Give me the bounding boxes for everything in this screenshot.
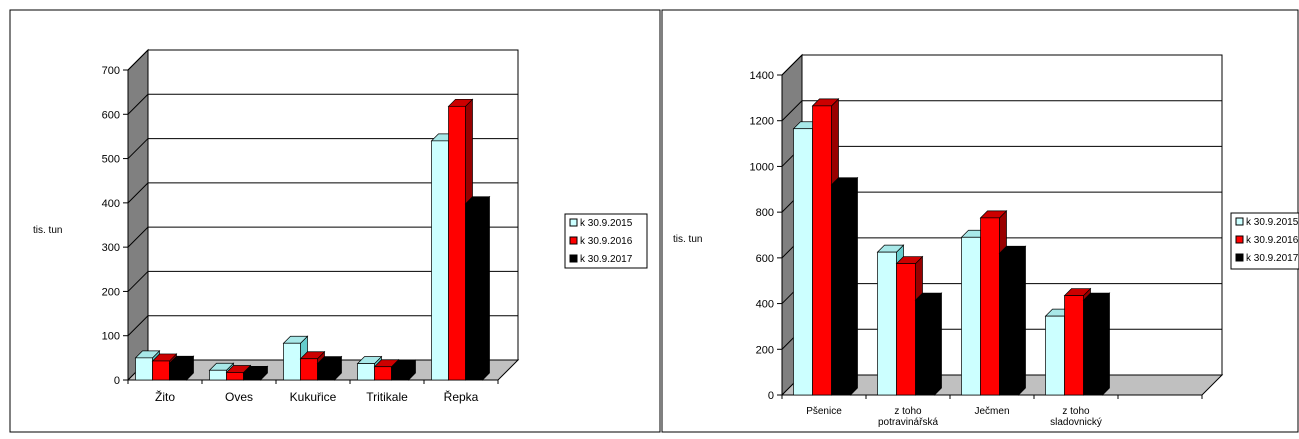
bar (357, 363, 375, 381)
y-axis-label: tis. tun (33, 225, 62, 236)
bar-side (934, 292, 942, 396)
chart-left: 0 100 200 300 400 500 600 700 tis. tun Žito Oves Ku… (9, 9, 661, 433)
bar (1045, 315, 1065, 396)
y-tick-label: 500 (102, 154, 120, 166)
gridline-side (127, 93, 149, 115)
bar (169, 362, 187, 381)
x-tick-label: Oves (225, 390, 253, 404)
y-tick-label: 400 (102, 198, 120, 210)
y-tick-label: 0 (768, 390, 774, 402)
chart-frame (9, 9, 661, 433)
bar-side (1018, 245, 1026, 396)
bar (1064, 295, 1084, 396)
gridline-side (127, 271, 149, 292)
x-tick-label: Kukuřice (290, 390, 337, 404)
x-tick-label: Pšenice (806, 406, 842, 417)
bar (793, 128, 813, 396)
y-tick-label: 800 (756, 207, 774, 219)
gridline-side (127, 182, 149, 204)
y-tick-label: 600 (102, 109, 120, 121)
bar (877, 251, 897, 396)
x-tick-label: sladovnický (1050, 417, 1102, 428)
bar (999, 252, 1019, 396)
bar (1083, 299, 1103, 396)
legend-swatch (1235, 253, 1244, 262)
y-tick-label: 200 (756, 344, 774, 356)
bar (431, 140, 449, 381)
x-tick-label: Ječmen (974, 406, 1009, 417)
y-tick-label: 1000 (750, 161, 774, 173)
y-tick-label: 300 (102, 242, 120, 254)
bar (391, 366, 409, 381)
bar-side (1102, 292, 1110, 396)
legend-label: k 30.9.2016 (1246, 235, 1299, 246)
legend-swatch (569, 254, 578, 263)
legend-label: k 30.9.2017 (580, 254, 633, 265)
legend-swatch (1235, 217, 1244, 226)
legend-box (564, 213, 648, 269)
y-tick-label: 600 (756, 253, 774, 265)
gridline-side (127, 315, 149, 337)
gridline-side (781, 54, 803, 76)
y-tick-label: 200 (102, 286, 120, 298)
x-tick-label: Tritikale (366, 390, 408, 404)
bar (961, 236, 981, 396)
legend-swatch (569, 236, 578, 245)
bar (374, 366, 392, 381)
side-wall (127, 48, 149, 382)
y-axis-label: tis. tun (673, 234, 702, 245)
legend-label: k 30.9.2017 (1246, 253, 1299, 264)
y-tick-label: 700 (102, 65, 120, 77)
bar (448, 105, 466, 381)
y-tick-label: 400 (756, 299, 774, 311)
legend-label: k 30.9.2015 (1246, 217, 1299, 228)
x-tick-label: z toho (894, 406, 922, 417)
bar (915, 299, 935, 396)
y-tick-label: 100 (102, 331, 120, 343)
x-tick-label: z toho (1062, 406, 1090, 417)
legend-swatch (1235, 235, 1244, 244)
bar (896, 263, 916, 396)
gridline-side (781, 100, 803, 122)
legend-swatch (569, 218, 578, 227)
bar-side (850, 176, 858, 396)
bar (300, 358, 318, 381)
bar-side (482, 195, 490, 381)
bar (226, 372, 244, 381)
chart-panel-left: 0 100 200 300 400 500 600 700 tis. tun Žito Oves Ku… (9, 9, 661, 433)
gridline-side (127, 138, 149, 159)
chart-panel-right: 0 200 400 600 800 1000 1200 1400 tis. tun Pšenice… (661, 0, 1299, 434)
bar (812, 105, 832, 396)
bar (243, 373, 261, 381)
y-tick-label: 1200 (750, 116, 774, 128)
bar (152, 360, 170, 381)
bar (465, 203, 483, 381)
bar (317, 363, 335, 381)
bar (831, 184, 851, 396)
y-tick-label: 0 (114, 375, 120, 387)
gridline-side (127, 49, 149, 71)
bar (209, 369, 227, 381)
bar (980, 217, 1000, 396)
legend-label: k 30.9.2016 (580, 236, 633, 247)
x-tick-label: Žito (155, 389, 175, 404)
chart-right: 0 200 400 600 800 1000 1200 1400 tis. tun Pšenice… (661, 9, 1299, 433)
x-tick-label: Řepka (444, 389, 479, 404)
gridline-side (127, 226, 149, 248)
y-tick-label: 1400 (750, 70, 774, 82)
x-tick-label: potravinářská (878, 417, 938, 428)
bar (283, 342, 301, 381)
bar (135, 357, 153, 381)
legend-label: k 30.9.2015 (580, 218, 633, 229)
